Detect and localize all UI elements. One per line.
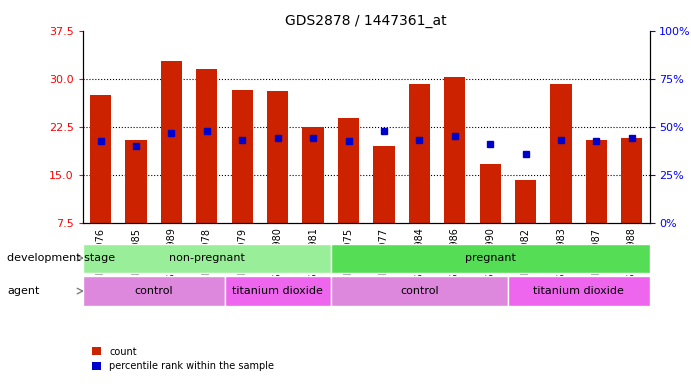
Bar (586, 139, 607, 223)
Bar (480, 164, 501, 223)
Bar (550, 84, 571, 223)
Bar (126, 139, 146, 223)
Text: titanium dioxide: titanium dioxide (533, 286, 624, 296)
FancyBboxPatch shape (331, 243, 650, 273)
Legend: count, percentile rank within the sample: count, percentile rank within the sample (88, 343, 278, 375)
Text: development stage: development stage (7, 253, 115, 263)
Bar (90, 95, 111, 223)
Bar (373, 146, 395, 223)
Title: GDS2878 / 1447361_at: GDS2878 / 1447361_at (285, 14, 447, 28)
Bar (338, 118, 359, 223)
FancyBboxPatch shape (83, 243, 331, 273)
Bar (303, 127, 323, 223)
Text: titanium dioxide: titanium dioxide (232, 286, 323, 296)
FancyBboxPatch shape (225, 276, 331, 306)
FancyBboxPatch shape (331, 276, 508, 306)
Bar (231, 89, 253, 223)
Bar (161, 61, 182, 223)
Text: pregnant: pregnant (465, 253, 515, 263)
Bar (196, 69, 218, 223)
Text: control: control (135, 286, 173, 296)
FancyBboxPatch shape (508, 276, 650, 306)
Bar (408, 84, 430, 223)
Bar (267, 91, 288, 223)
Bar (621, 137, 643, 223)
Text: agent: agent (7, 286, 39, 296)
FancyBboxPatch shape (83, 276, 225, 306)
Text: control: control (400, 286, 439, 296)
Text: non-pregnant: non-pregnant (169, 253, 245, 263)
Bar (444, 78, 465, 223)
Bar (515, 180, 536, 223)
